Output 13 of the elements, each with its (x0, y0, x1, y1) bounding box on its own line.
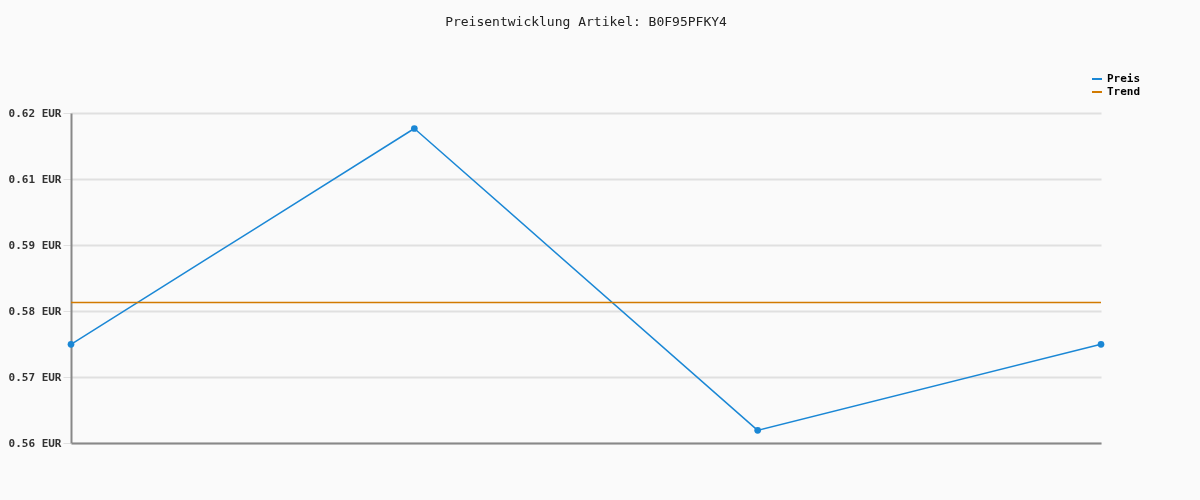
point (1097, 340, 1105, 348)
point (410, 125, 418, 132)
legend-label: Trend (1107, 85, 1141, 98)
point (754, 427, 762, 434)
y-tick-label: 0.56 EUR (8, 436, 62, 450)
y-tick-label: 0.58 EUR (8, 304, 62, 318)
y-tick-label: 0.59 EUR (8, 238, 62, 252)
y-tick-label: 0.62 EUR (8, 106, 62, 120)
chart-title: Preisentwicklung Artikel: B0F95PFKY4 (445, 14, 728, 29)
y-tick-label: 0.61 EUR (8, 172, 62, 186)
point (67, 340, 75, 348)
y-tick-label: 0.57 EUR (8, 370, 62, 384)
legend-label: Preis (1107, 72, 1141, 85)
